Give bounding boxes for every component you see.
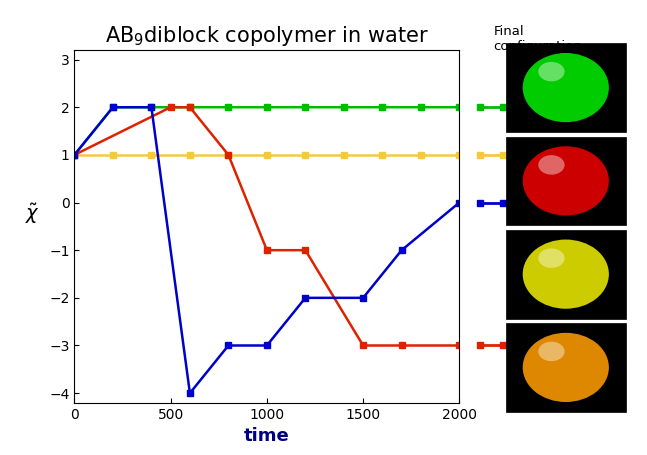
Title: AB$_9$diblock copolymer in water: AB$_9$diblock copolymer in water [105,24,429,48]
Y-axis label: $\tilde{\chi}$: $\tilde{\chi}$ [25,202,40,227]
Text: Final
configuration:: Final configuration: [494,25,587,53]
X-axis label: time: time [244,427,290,445]
